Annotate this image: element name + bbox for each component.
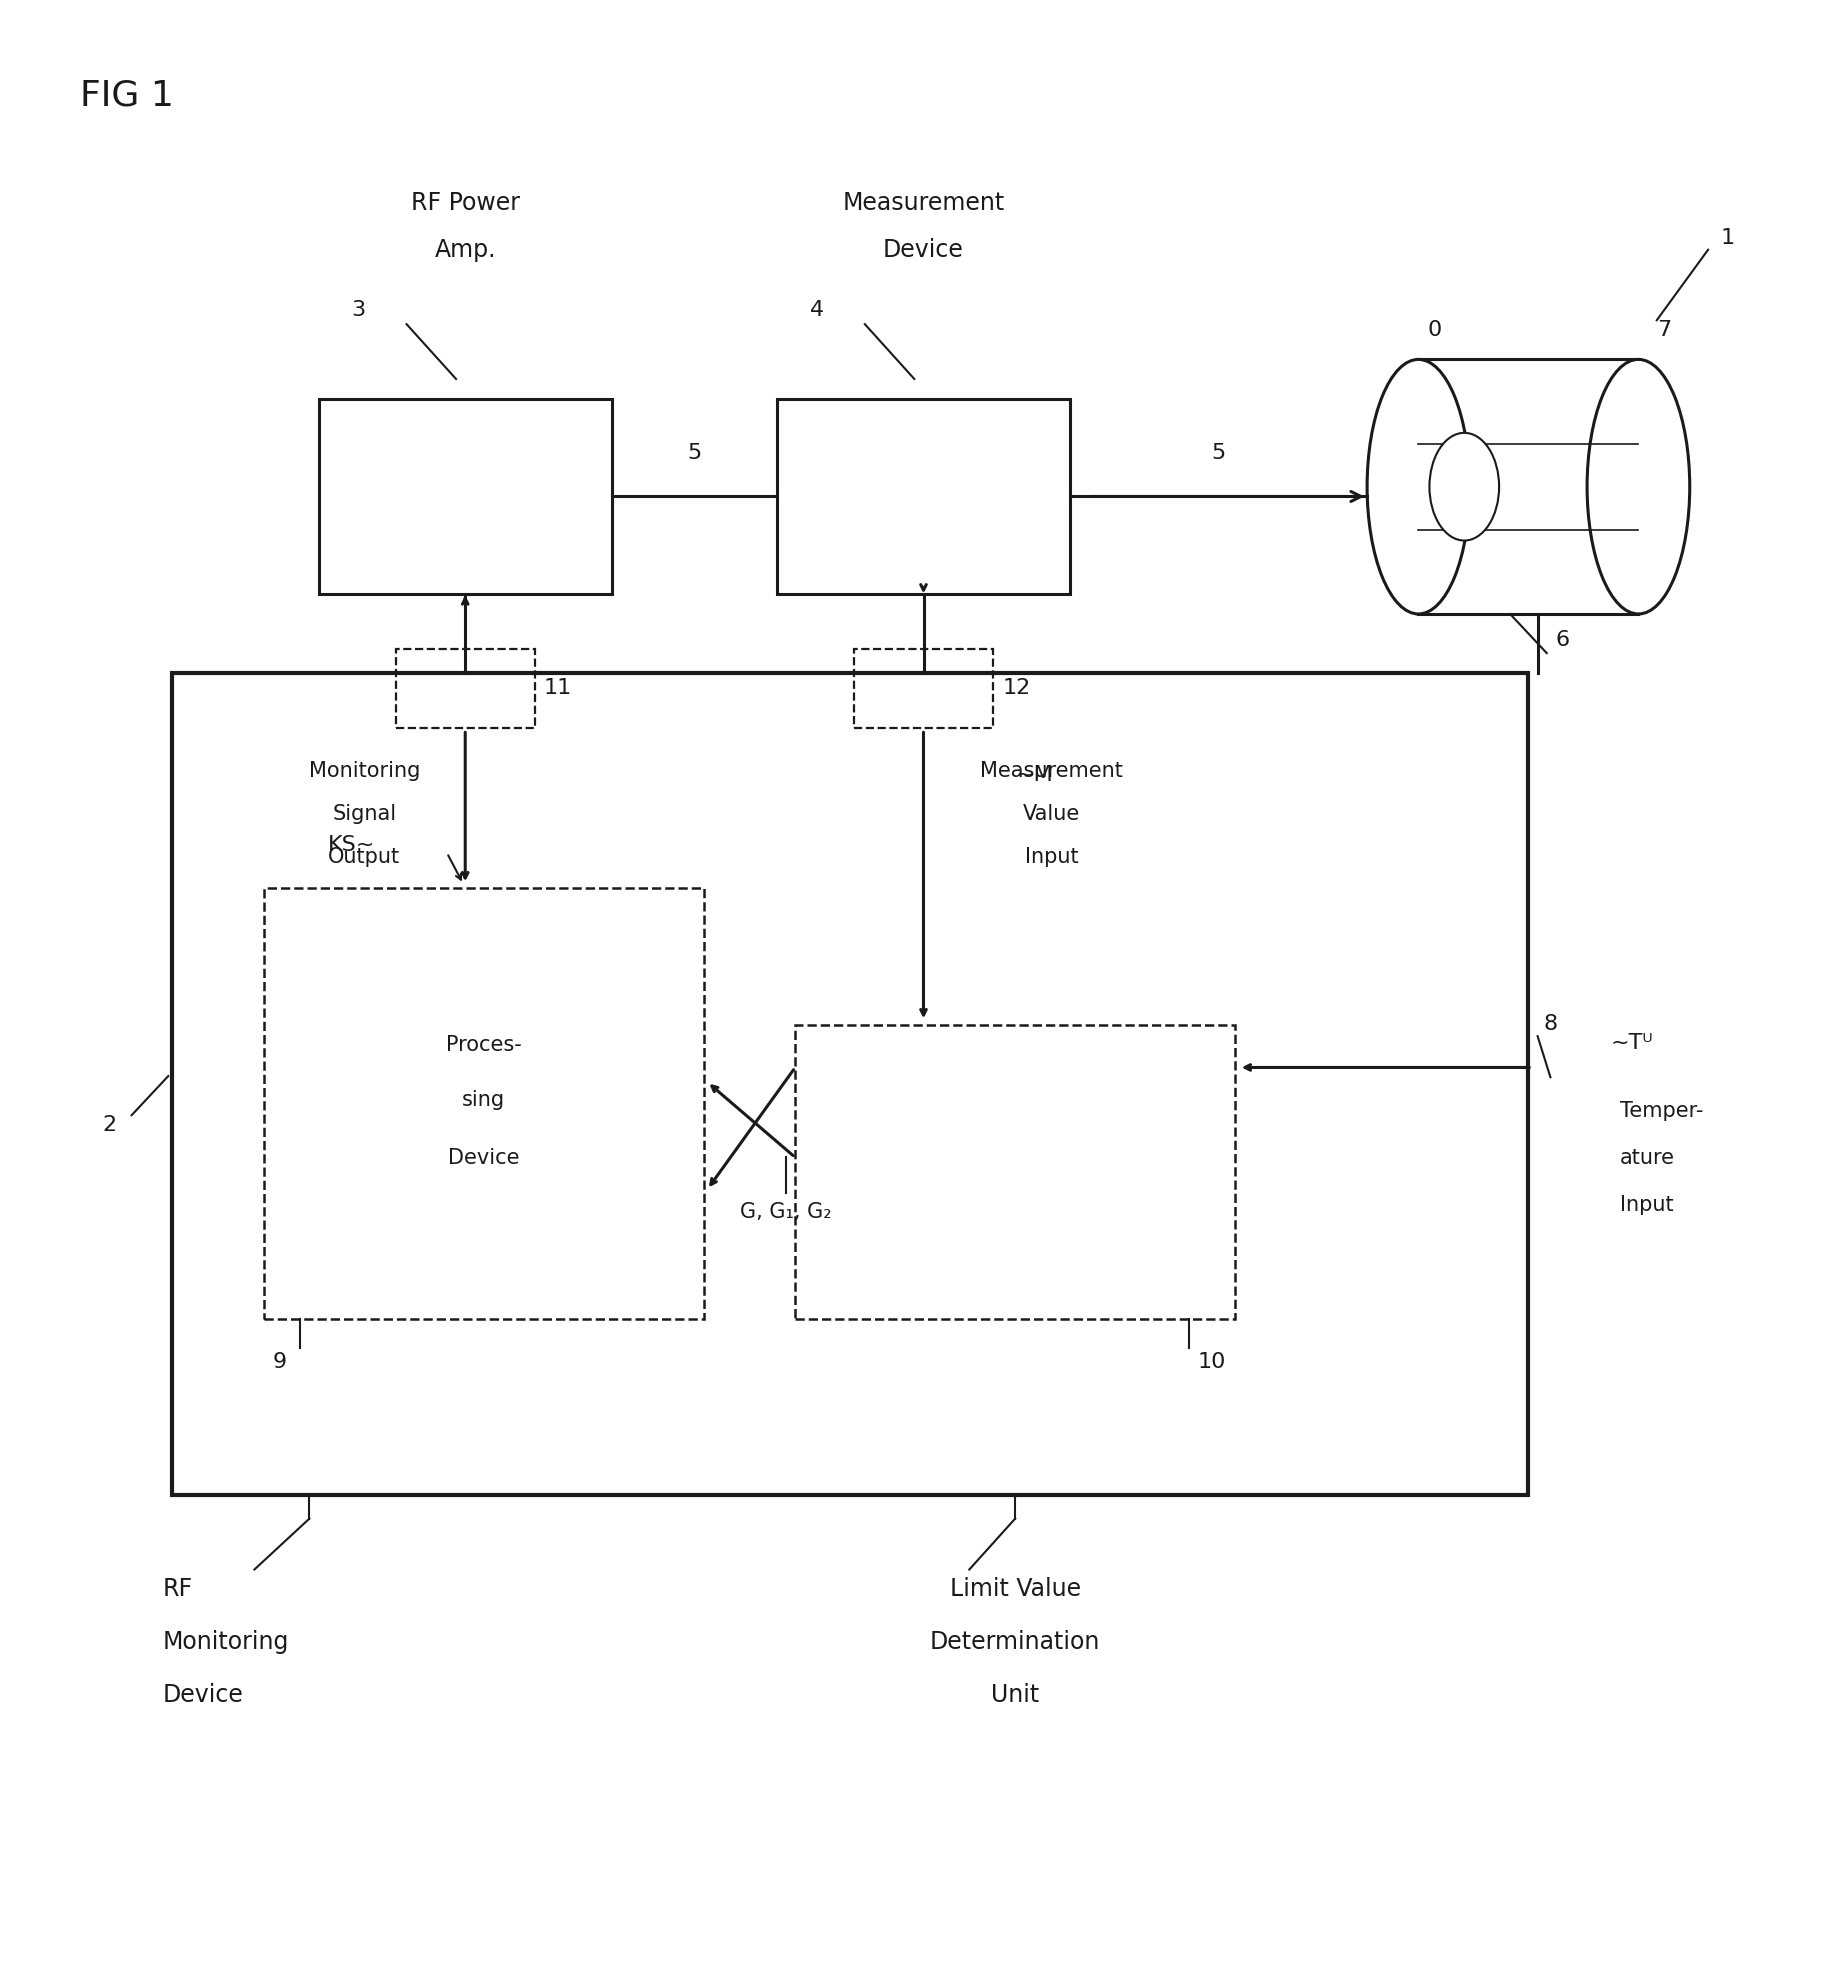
Text: ature: ature (1620, 1148, 1675, 1167)
Text: Measurement: Measurement (981, 761, 1123, 781)
Text: FIG 1: FIG 1 (79, 79, 174, 112)
Text: 7: 7 (1657, 319, 1672, 339)
Text: 2: 2 (103, 1114, 116, 1136)
Text: Input: Input (1620, 1195, 1673, 1215)
Text: Amp.: Amp. (434, 239, 497, 262)
Text: Limit Value: Limit Value (949, 1578, 1080, 1601)
Text: Signal: Signal (332, 805, 397, 824)
Text: Measurement: Measurement (842, 191, 1005, 215)
Text: 3: 3 (351, 300, 366, 321)
Text: 1: 1 (1721, 229, 1734, 248)
Text: 5: 5 (1212, 444, 1226, 463)
Ellipse shape (1430, 432, 1500, 540)
FancyBboxPatch shape (778, 398, 1069, 594)
Text: 0: 0 (1428, 319, 1443, 339)
Text: Unit: Unit (992, 1682, 1040, 1708)
Text: Device: Device (447, 1148, 519, 1167)
Text: Device: Device (163, 1682, 244, 1708)
Text: 4: 4 (809, 300, 824, 321)
Bar (1418, 359, 1638, 613)
Text: Determination: Determination (931, 1631, 1101, 1655)
Text: 6: 6 (1555, 629, 1570, 649)
Text: ~M: ~M (1016, 765, 1053, 785)
Text: 11: 11 (545, 678, 573, 698)
FancyBboxPatch shape (172, 672, 1529, 1495)
Ellipse shape (1367, 359, 1470, 613)
Text: Device: Device (883, 239, 964, 262)
Text: Monitoring: Monitoring (163, 1631, 290, 1655)
Text: RF: RF (163, 1578, 192, 1601)
Text: 9: 9 (273, 1353, 286, 1373)
Text: G, G₁, G₂: G, G₁, G₂ (741, 1203, 831, 1223)
Text: Input: Input (1025, 846, 1079, 868)
FancyBboxPatch shape (318, 398, 611, 594)
Text: 10: 10 (1197, 1353, 1226, 1373)
Text: Output: Output (329, 846, 401, 868)
Text: 5: 5 (687, 444, 702, 463)
Text: Value: Value (1023, 805, 1080, 824)
Text: sing: sing (462, 1091, 504, 1110)
Text: Proces-: Proces- (445, 1035, 521, 1055)
Text: RF Power: RF Power (410, 191, 519, 215)
Text: ~Tᵁ: ~Tᵁ (1611, 1033, 1653, 1053)
Text: KS~: KS~ (327, 834, 375, 856)
Ellipse shape (1587, 359, 1690, 613)
Text: 8: 8 (1542, 1014, 1557, 1035)
Text: Temper-: Temper- (1620, 1100, 1703, 1120)
Text: Monitoring: Monitoring (308, 761, 419, 781)
Text: 12: 12 (1003, 678, 1031, 698)
